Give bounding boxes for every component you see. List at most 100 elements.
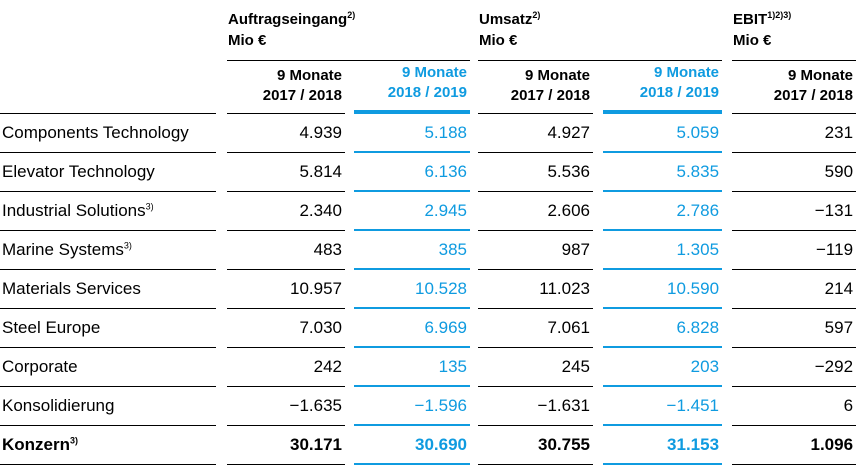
column-gap	[593, 192, 603, 231]
column-gap	[593, 153, 603, 192]
column-gap	[470, 309, 478, 348]
column-gap	[345, 231, 354, 270]
value-cell: 7.030	[227, 309, 345, 348]
column-gap	[722, 270, 732, 309]
period-line2: 2017 / 2018	[773, 87, 854, 104]
column-gap	[216, 114, 227, 153]
value-cell: 2.340	[227, 192, 345, 231]
column-gap	[470, 192, 478, 231]
value-cell: 31.153	[603, 426, 723, 465]
value-cell: 30.171	[227, 426, 345, 465]
value-cell: 5.814	[227, 153, 345, 192]
value-cell: −1.596	[354, 387, 470, 426]
period-header-auftragseingang-current: 9 Monate 2018 / 2019	[354, 61, 470, 114]
corner-cell	[0, 0, 216, 61]
row-label: Marine Systems3)	[0, 231, 216, 270]
value-cell: 242	[227, 348, 345, 387]
group-unit: Mio €	[228, 32, 267, 49]
group-header-row: Auftragseingang2) Mio € Umsatz2) Mio € E…	[0, 0, 856, 61]
column-gap	[593, 426, 603, 465]
group-title-text: EBIT	[733, 11, 768, 28]
table-row: Marine Systems3) 483 385 987 1.305 −119	[0, 231, 856, 270]
value-cell: 590	[732, 153, 856, 192]
row-label: Konsolidierung	[0, 387, 216, 426]
column-gap	[470, 348, 478, 387]
column-gap	[593, 231, 603, 270]
column-gap	[722, 0, 732, 61]
value-cell: 1.096	[732, 426, 856, 465]
row-label-text: Marine Systems	[2, 240, 124, 259]
column-gap	[593, 348, 603, 387]
row-label-text: Components Technology	[2, 123, 189, 142]
column-gap	[216, 309, 227, 348]
value-cell: 231	[732, 114, 856, 153]
column-gap	[345, 426, 354, 465]
footnote-marker: 3)	[70, 435, 79, 446]
period-line1: 9 Monate	[524, 67, 590, 84]
period-line1: 9 Monate	[401, 64, 467, 81]
column-gap	[593, 309, 603, 348]
column-gap	[345, 114, 354, 153]
column-gap	[345, 153, 354, 192]
value-cell: −292	[732, 348, 856, 387]
column-gap	[216, 231, 227, 270]
row-label-text: Corporate	[2, 357, 78, 376]
column-gap	[722, 426, 732, 465]
period-header-row: 9 Monate 2017 / 2018 9 Monate 2018 / 201…	[0, 61, 856, 114]
column-gap	[722, 114, 732, 153]
row-label: Materials Services	[0, 270, 216, 309]
value-cell: 483	[227, 231, 345, 270]
group-title-text: Auftragseingang	[228, 11, 348, 28]
row-label-text: Materials Services	[2, 279, 141, 298]
value-cell: 5.536	[478, 153, 593, 192]
period-line2: 2017 / 2018	[262, 87, 342, 104]
column-group-auftragseingang: Auftragseingang2) Mio €	[227, 0, 470, 61]
value-cell: 6.828	[603, 309, 723, 348]
column-gap	[470, 0, 478, 61]
value-cell: 214	[732, 270, 856, 309]
column-gap	[345, 348, 354, 387]
value-cell: 203	[603, 348, 723, 387]
column-gap	[345, 270, 354, 309]
value-cell: −1.635	[227, 387, 345, 426]
column-gap	[593, 114, 603, 153]
value-cell: 10.957	[227, 270, 345, 309]
row-label-text: Steel Europe	[2, 318, 101, 337]
table-row: Steel Europe 7.030 6.969 7.061 6.828 597	[0, 309, 856, 348]
group-title-text: Umsatz	[479, 11, 533, 28]
table-row: Materials Services 10.957 10.528 11.023 …	[0, 270, 856, 309]
table-row: Components Technology 4.939 5.188 4.927 …	[0, 114, 856, 153]
row-label: Konzern3)	[0, 426, 216, 465]
row-label-text: Konzern	[2, 435, 70, 454]
value-cell: 30.690	[354, 426, 470, 465]
value-cell: 6.969	[354, 309, 470, 348]
column-gap	[345, 192, 354, 231]
column-gap	[593, 270, 603, 309]
value-cell: 11.023	[478, 270, 593, 309]
period-line1: 9 Monate	[654, 64, 720, 81]
column-gap	[722, 61, 732, 114]
value-cell: 987	[478, 231, 593, 270]
column-gap	[470, 387, 478, 426]
value-cell: 1.305	[603, 231, 723, 270]
column-gap	[216, 387, 227, 426]
row-label: Steel Europe	[0, 309, 216, 348]
value-cell: 10.528	[354, 270, 470, 309]
column-gap	[722, 153, 732, 192]
footnote-marker: 3)	[145, 201, 154, 212]
column-gap	[216, 426, 227, 465]
group-title: EBIT1)2)3)	[733, 9, 856, 30]
value-cell: −1.631	[478, 387, 593, 426]
column-group-umsatz: Umsatz2) Mio €	[478, 0, 723, 61]
period-line1: 9 Monate	[788, 67, 854, 84]
period-header-ebit-prior: 9 Monate 2017 / 2018	[732, 61, 856, 114]
row-label: Components Technology	[0, 114, 216, 153]
footnote-marker: 2)	[347, 10, 356, 20]
footnote-marker: 2)	[532, 10, 541, 20]
value-cell: −131	[732, 192, 856, 231]
value-cell: 7.061	[478, 309, 593, 348]
value-cell: 4.939	[227, 114, 345, 153]
column-gap	[470, 270, 478, 309]
footnote-marker: 3)	[123, 240, 132, 251]
